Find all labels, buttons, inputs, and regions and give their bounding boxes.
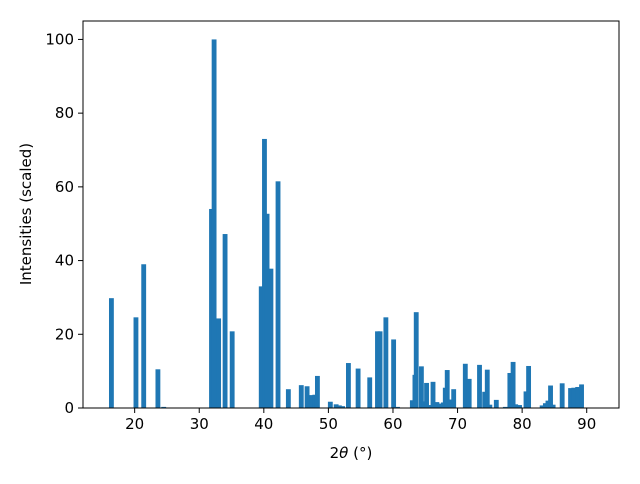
x-tick-label: 70: [448, 415, 467, 433]
y-tick-label: 40: [55, 252, 74, 270]
bar: [275, 181, 281, 408]
bar: [482, 391, 488, 408]
bar: [430, 381, 436, 408]
bar: [507, 372, 513, 408]
bar: [211, 39, 217, 409]
bar: [141, 264, 147, 408]
bar: [345, 363, 351, 408]
bar: [484, 369, 490, 408]
plot-frame: [82, 20, 620, 409]
bar: [340, 406, 346, 408]
bar: [355, 368, 361, 408]
bar: [568, 388, 573, 408]
bar: [367, 377, 373, 408]
bar: [264, 213, 270, 408]
bar: [487, 404, 493, 408]
bar: [539, 405, 545, 408]
bar: [434, 402, 440, 408]
bar: [377, 331, 383, 408]
x-tick-label: 20: [125, 415, 144, 433]
bar: [383, 317, 389, 408]
bar: [108, 298, 114, 408]
bar: [545, 400, 551, 408]
bar: [395, 406, 400, 408]
bar: [298, 385, 304, 408]
bar: [391, 339, 397, 408]
bar: [222, 234, 228, 408]
bar: [312, 394, 318, 408]
bar: [510, 361, 516, 408]
bar: [262, 138, 267, 408]
bar: [216, 318, 222, 408]
bar: [437, 403, 443, 408]
bar: [314, 375, 320, 408]
bar: [462, 363, 468, 408]
bar: [424, 382, 429, 408]
bar: [418, 366, 424, 408]
bar: [258, 286, 264, 408]
bar: [559, 383, 565, 408]
bar: [550, 404, 556, 408]
x-tick-label: 80: [513, 415, 532, 433]
bar: [493, 399, 499, 408]
bar: [229, 331, 235, 408]
bar: [309, 395, 315, 408]
bar: [209, 208, 214, 408]
x-tick-label: 60: [383, 415, 402, 433]
bar: [447, 399, 453, 408]
bar: [285, 389, 291, 408]
bar: [466, 378, 472, 408]
bar: [477, 364, 482, 408]
bar: [304, 386, 310, 408]
x-axis-label: 2θ (°): [330, 444, 373, 462]
bar: [575, 386, 581, 408]
bar: [327, 401, 333, 408]
y-axis-ticks: 0 20 40 60 80 100: [45, 30, 83, 417]
bar: [413, 312, 419, 408]
bar: [421, 401, 427, 408]
bars-group: [108, 39, 584, 409]
bar: [268, 268, 274, 408]
bar: [526, 365, 532, 408]
y-tick-label: 80: [55, 104, 74, 122]
y-tick-label: 60: [55, 178, 74, 196]
y-tick-label: 0: [64, 399, 74, 417]
x-tick-label: 30: [190, 415, 209, 433]
bar: [548, 385, 553, 408]
bar: [333, 404, 339, 408]
bar: [571, 387, 577, 408]
bar: [336, 405, 342, 408]
x-tick-label: 40: [254, 415, 273, 433]
bar: [133, 317, 139, 408]
bar: [513, 404, 519, 408]
bar: [451, 389, 457, 408]
y-tick-label: 100: [45, 30, 74, 48]
bar: [502, 406, 508, 408]
x-tick-label: 90: [577, 415, 596, 433]
bar: [444, 370, 450, 408]
bar: [155, 369, 161, 408]
bar: [517, 405, 522, 408]
bar: [409, 400, 415, 408]
bar: [523, 391, 529, 408]
bar: [542, 403, 548, 408]
bar: [161, 406, 167, 408]
y-tick-label: 20: [55, 325, 74, 343]
y-axis-label: Intensities (scaled): [17, 143, 35, 285]
x-tick-label: 50: [319, 415, 338, 433]
bar: [579, 384, 584, 408]
bar: [375, 331, 380, 408]
x-axis-ticks: 20 30 40 50 60 70 80 90: [125, 408, 596, 433]
